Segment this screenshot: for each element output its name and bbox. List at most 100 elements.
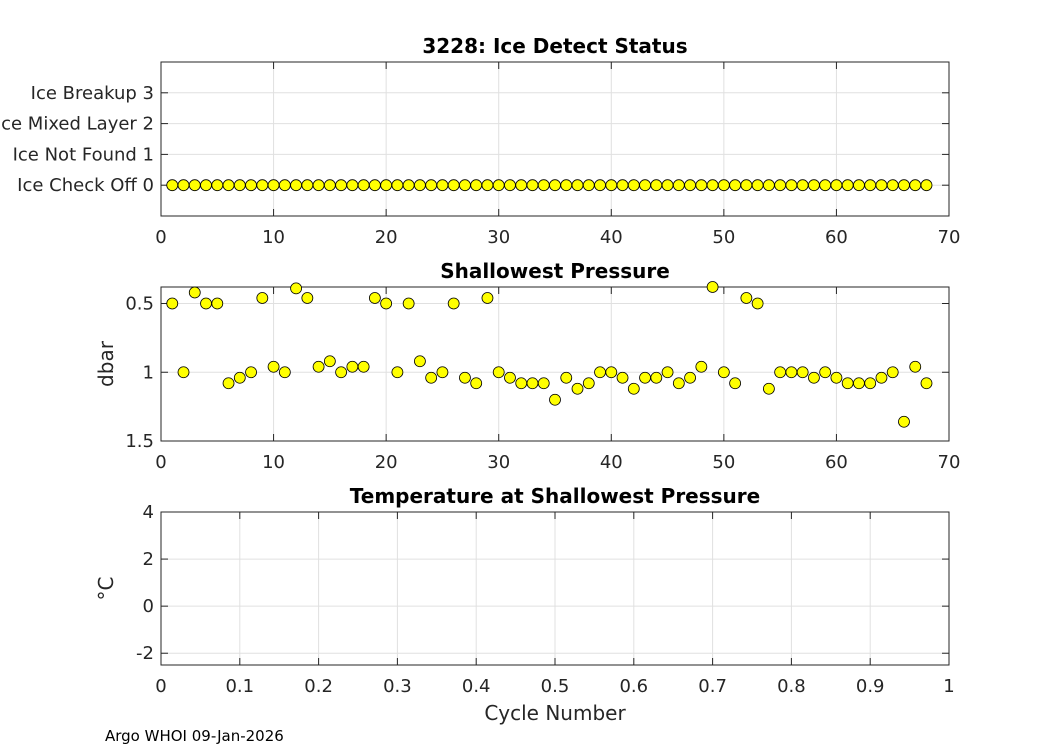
data-point xyxy=(357,360,370,373)
data-point xyxy=(380,179,393,192)
data-point xyxy=(200,297,212,310)
x-tick-label: 0 xyxy=(155,452,166,473)
data-point xyxy=(785,179,798,192)
data-point xyxy=(650,371,663,384)
data-point xyxy=(616,179,629,192)
chart-panel-1: 0 10 20 30 40 50 60 70 Ice Check Off 0 Ice Not Fo… xyxy=(0,34,960,248)
data-point xyxy=(886,366,899,379)
data-point xyxy=(695,360,708,373)
x-axis-label: Cycle Number xyxy=(484,701,626,725)
y-tick-label: 4 xyxy=(143,502,154,523)
data-point xyxy=(672,179,685,192)
data-point xyxy=(594,366,606,379)
data-point xyxy=(695,179,708,192)
data-point xyxy=(717,179,730,192)
data-point xyxy=(740,292,753,304)
data-point xyxy=(278,179,291,192)
data-point xyxy=(504,179,516,192)
data-point xyxy=(301,179,314,192)
y-axis-label: dbar xyxy=(94,340,118,387)
data-point xyxy=(312,360,325,373)
data-point xyxy=(200,179,212,192)
x-tick-label: 0 xyxy=(155,227,166,248)
data-point xyxy=(582,179,595,192)
data-point xyxy=(233,179,246,192)
data-point xyxy=(605,179,618,192)
data-point xyxy=(414,355,426,368)
y-tick-label: 0.5 xyxy=(125,294,154,315)
data-point xyxy=(515,377,528,390)
data-point xyxy=(560,179,573,192)
x-tick-label: 0.4 xyxy=(462,676,491,697)
data-point xyxy=(368,179,381,192)
data-point xyxy=(391,179,404,192)
data-point xyxy=(481,292,494,304)
data-point xyxy=(853,377,865,390)
y-tick-label: 1 xyxy=(143,362,154,383)
data-point xyxy=(639,371,651,384)
y-axis-label: °C xyxy=(94,577,118,601)
x-tick-label: 50 xyxy=(712,452,735,473)
data-point xyxy=(909,360,922,373)
data-point xyxy=(920,377,933,390)
data-point xyxy=(808,371,820,384)
data-point xyxy=(909,179,922,192)
data-point xyxy=(830,179,843,192)
x-tick-label: 60 xyxy=(825,452,848,473)
footer-credit: Argo WHOI 09-Jan-2026 xyxy=(105,727,284,745)
data-point xyxy=(594,179,606,192)
x-tick-label: 10 xyxy=(262,452,285,473)
data-point xyxy=(853,179,865,192)
data-point xyxy=(166,179,179,192)
data-point xyxy=(504,371,516,384)
data-point xyxy=(796,366,809,379)
x-tick-label: 70 xyxy=(938,452,961,473)
data-point xyxy=(549,393,561,406)
data-point xyxy=(177,179,190,192)
x-tick-label: 30 xyxy=(487,452,510,473)
data-point xyxy=(245,179,257,192)
chart-title: Temperature at Shallowest Pressure xyxy=(350,484,760,508)
data-point xyxy=(639,179,651,192)
x-tick-label: 70 xyxy=(938,227,961,248)
data-point xyxy=(267,360,280,373)
data-point xyxy=(841,377,854,390)
data-point xyxy=(661,366,674,379)
data-point xyxy=(335,366,348,379)
data-point xyxy=(391,366,404,379)
data-point xyxy=(898,179,910,192)
x-tick-label: 20 xyxy=(375,227,398,248)
x-tick-label: 10 xyxy=(262,227,285,248)
data-point xyxy=(346,179,359,192)
data-point xyxy=(425,371,438,384)
data-point xyxy=(740,179,753,192)
data-point xyxy=(245,366,257,379)
data-point xyxy=(414,179,426,192)
x-tick-label: 0.7 xyxy=(698,676,727,697)
data-point xyxy=(436,366,449,379)
data-point xyxy=(785,366,798,379)
data-point xyxy=(188,179,201,192)
data-point xyxy=(582,377,595,390)
data-point xyxy=(762,179,775,192)
data-point xyxy=(323,355,336,368)
data-point xyxy=(627,179,640,192)
data-point xyxy=(627,382,640,395)
chart-panel-2: 0 10 20 30 40 50 60 70 0.5 1 1.5 Shallowest Pressur… xyxy=(94,259,960,473)
data-point xyxy=(492,179,505,192)
data-point xyxy=(323,179,336,192)
x-tick-label: 40 xyxy=(600,452,623,473)
x-tick-label: 0.5 xyxy=(541,676,570,697)
data-point xyxy=(605,366,618,379)
data-point xyxy=(819,366,832,379)
data-point xyxy=(278,366,291,379)
data-point xyxy=(774,366,787,379)
data-point xyxy=(177,366,190,379)
data-point xyxy=(571,179,584,192)
data-point xyxy=(256,179,269,192)
x-tick-label: 0.3 xyxy=(383,676,412,697)
data-point xyxy=(729,179,742,192)
data-point xyxy=(672,377,685,390)
x-tick-label: 40 xyxy=(600,227,623,248)
